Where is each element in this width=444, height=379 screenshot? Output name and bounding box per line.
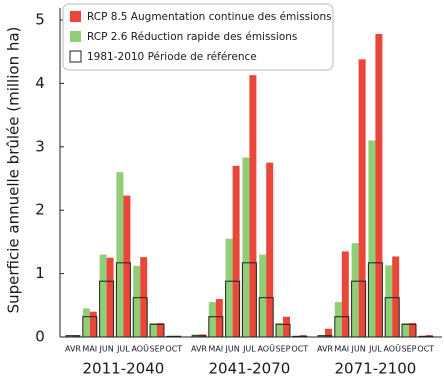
reference-box: [65, 335, 81, 338]
month-label: JUL: [116, 345, 130, 354]
reference-box: [149, 323, 165, 338]
bar: [242, 157, 250, 337]
legend-label: 1981-2010 Période de référence: [87, 51, 257, 63]
bar: [276, 323, 283, 337]
reference-box: [275, 323, 291, 338]
bar: [133, 265, 141, 337]
month-label: JUN: [224, 345, 239, 354]
bar: [392, 256, 400, 337]
month-label: AVR: [65, 345, 81, 354]
month-label: AOÛ: [257, 343, 275, 354]
legend-label: RCP 8.5 Augmentation continue des émissi…: [87, 11, 332, 23]
bar: [106, 257, 114, 337]
y-tick-label: 0: [35, 328, 45, 346]
bar: [89, 311, 97, 337]
reference-box: [241, 262, 257, 338]
y-tick-label: 1: [35, 264, 45, 282]
bar: [225, 238, 233, 337]
y-tick-label: 4: [35, 74, 45, 92]
legend-label: RCP 2.6 Réduction rapide des émissions: [87, 31, 297, 43]
reference-box: [225, 280, 241, 338]
bar: [82, 308, 90, 337]
bar: [150, 323, 157, 337]
reference-box: [166, 335, 182, 338]
reference-box: [115, 262, 131, 338]
group-label: 2011-2040: [83, 360, 165, 378]
month-label: SEP: [402, 345, 417, 354]
bar: [259, 254, 267, 337]
reference-box: [384, 297, 400, 338]
reference-box: [82, 316, 98, 338]
y-tick-label: 5: [35, 11, 45, 29]
legend-swatch: [70, 11, 81, 22]
reference-box: [317, 335, 333, 338]
bar: [351, 243, 359, 337]
month-label: AVR: [317, 345, 333, 354]
reference-box: [367, 262, 383, 338]
bar: [368, 140, 376, 337]
month-label: AVR: [191, 345, 207, 354]
reference-box: [292, 335, 308, 338]
legend-box: [62, 3, 334, 71]
bar: [409, 323, 416, 337]
month-label: MAI: [334, 345, 349, 354]
month-label: AOÛ: [131, 343, 149, 354]
reference-box: [334, 316, 350, 338]
reference-box: [418, 335, 434, 338]
month-label: JUN: [350, 345, 365, 354]
month-label: MAI: [82, 345, 97, 354]
bar: [341, 251, 349, 337]
bar: [334, 302, 342, 337]
bar: [266, 162, 274, 337]
month-label: AOÛ: [383, 343, 401, 354]
bar: [157, 323, 164, 337]
month-label: MAI: [208, 345, 223, 354]
month-label: OCT: [291, 345, 308, 354]
bar: [375, 33, 383, 337]
bar: [123, 195, 131, 337]
group-label: 2071-2100: [335, 360, 417, 378]
month-label: JUL: [368, 345, 382, 354]
reference-box: [351, 280, 367, 338]
legend-swatch: [70, 31, 81, 42]
reference-box: [258, 297, 274, 338]
bar: [249, 75, 257, 338]
month-label: SEP: [276, 345, 291, 354]
bar: [232, 165, 240, 337]
bar: [385, 265, 393, 337]
month-label: OCT: [165, 345, 182, 354]
month-label: SEP: [150, 345, 165, 354]
reference-box: [208, 316, 224, 338]
bar: [358, 59, 366, 338]
bar: [215, 298, 223, 337]
reference-box: [191, 335, 207, 338]
month-label: OCT: [417, 345, 434, 354]
bar: [325, 328, 332, 337]
bar: [402, 323, 409, 337]
reference-box: [132, 297, 148, 338]
month-label: JUN: [98, 345, 113, 354]
bar: [116, 172, 124, 337]
reference-box: [99, 280, 115, 338]
bar: [283, 316, 290, 337]
legend-swatch: [69, 50, 82, 63]
y-tick-label: 3: [35, 137, 45, 155]
bar: [140, 257, 148, 337]
group-label: 2041-2070: [209, 360, 291, 378]
y-axis-label: Superficie annuelle brûlée (million ha): [5, 27, 23, 314]
y-tick-label: 2: [35, 201, 45, 219]
bar: [208, 302, 216, 337]
bar: [99, 254, 107, 337]
reference-box: [401, 323, 417, 338]
month-label: JUL: [242, 345, 256, 354]
